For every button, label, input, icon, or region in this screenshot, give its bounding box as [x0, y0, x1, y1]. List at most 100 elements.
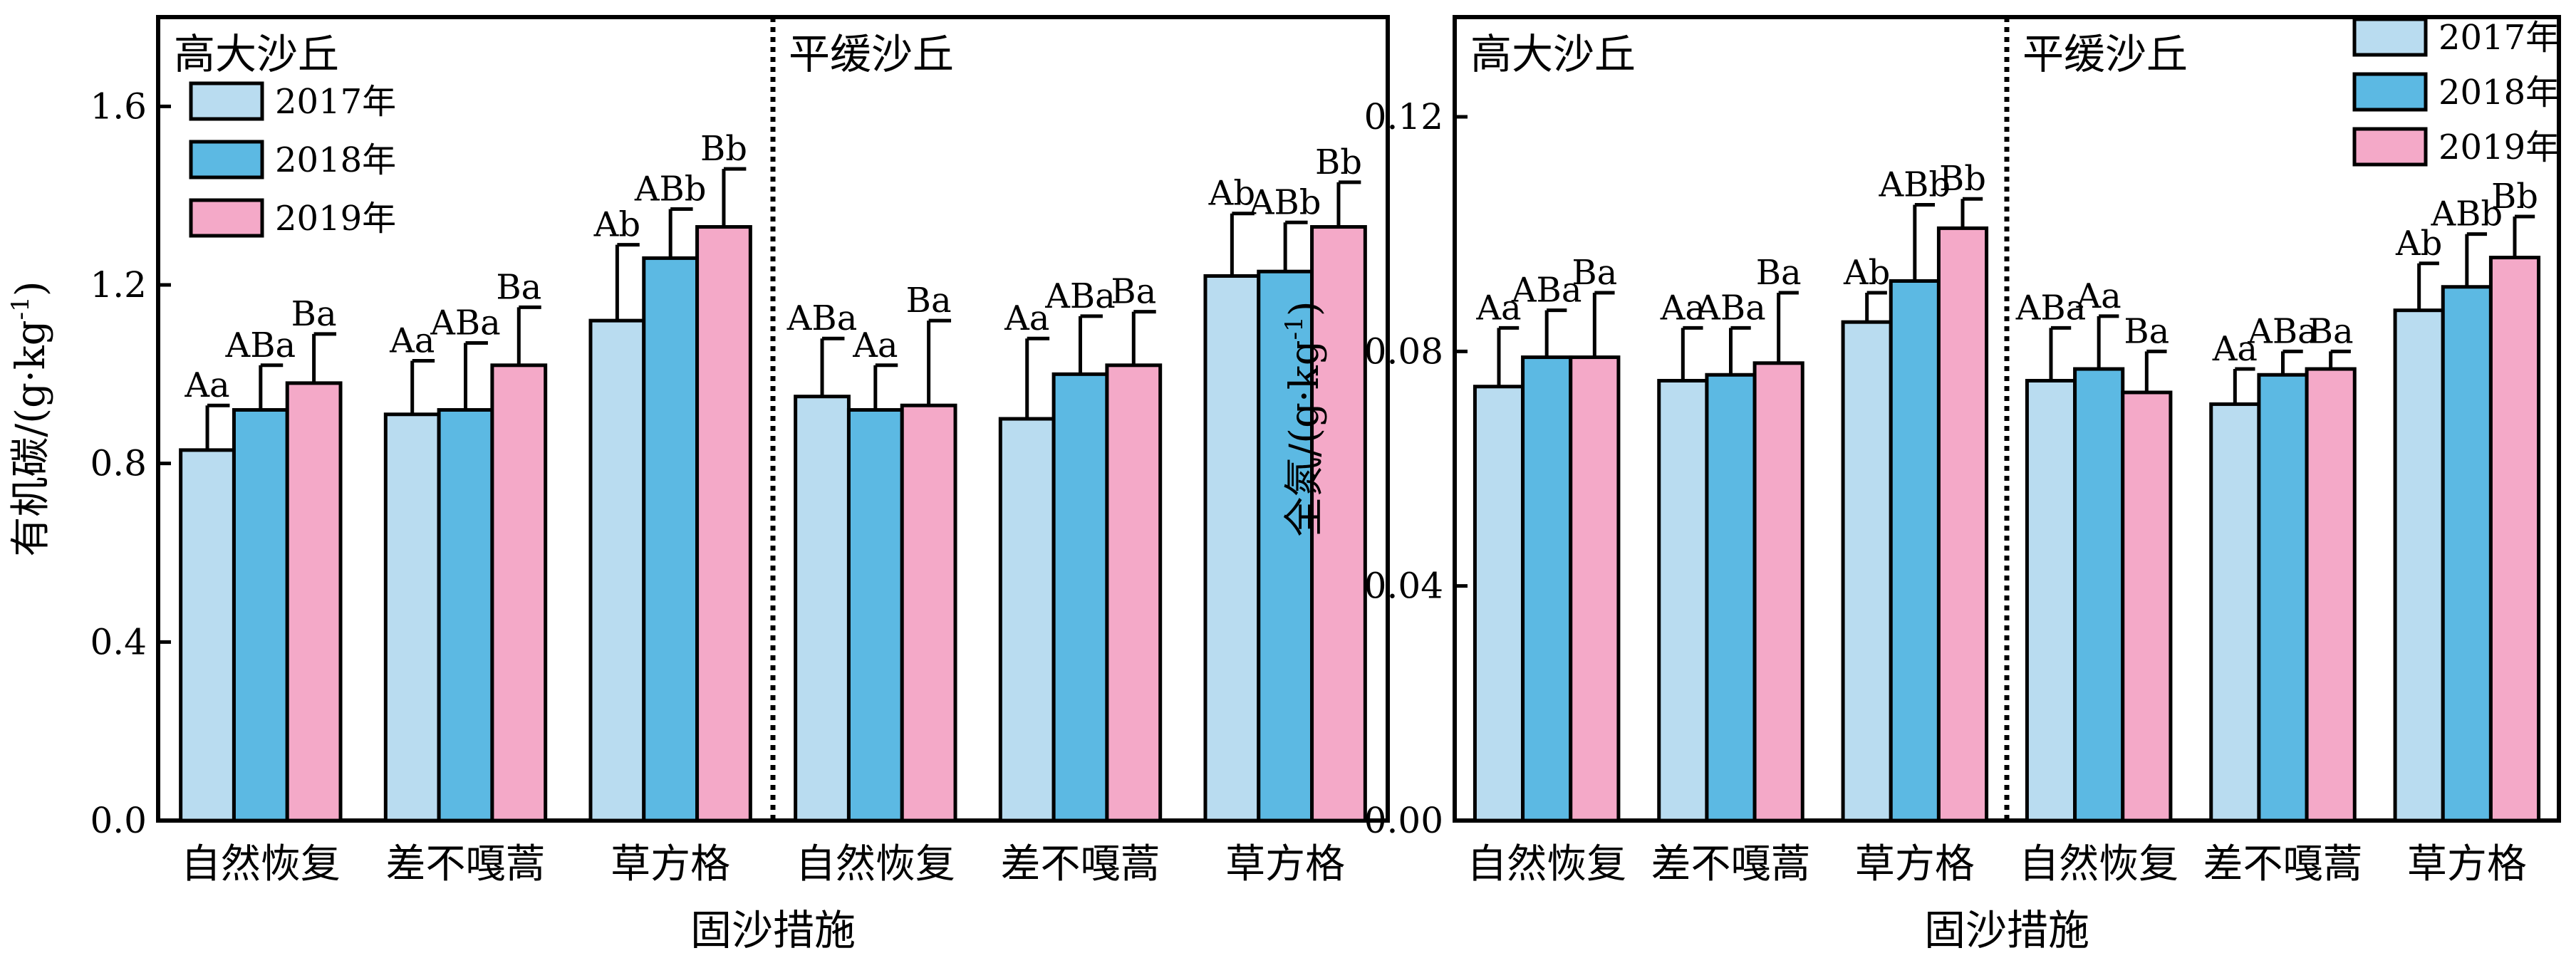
bar: [2305, 367, 2357, 823]
y-tick-label: 0.00: [1364, 800, 1443, 841]
bar: [642, 256, 700, 823]
legend-label: 2019年: [275, 199, 396, 239]
bar: [1051, 372, 1109, 823]
y-tick-label: 0.12: [1364, 96, 1443, 137]
significance-label: ABa: [1695, 288, 1766, 328]
bar: [490, 363, 548, 823]
significance-label: Ba: [291, 294, 337, 334]
significance-label: ABb: [2430, 194, 2503, 234]
bar: [1752, 361, 1804, 823]
y-axis-title-superscript: -1: [6, 296, 35, 320]
bar: [232, 407, 289, 823]
bar: [1841, 320, 1893, 823]
legend-swatch: [189, 81, 264, 121]
significance-label: ABa: [1044, 276, 1116, 316]
y-axis-title-superscript: -1: [1280, 316, 1309, 340]
bar: [179, 448, 236, 823]
bar: [1310, 225, 1367, 823]
legend-swatch: [189, 140, 264, 179]
bar: [1705, 373, 1757, 823]
x-tick-label: 差不嘎蒿: [1651, 841, 1811, 887]
legend-swatch: [2352, 72, 2428, 112]
significance-label: Bb: [1315, 142, 1362, 182]
significance-label: Aa: [1475, 288, 1521, 328]
significance-label: Ab: [593, 205, 640, 245]
bar: [1936, 226, 1989, 823]
bar: [1105, 363, 1163, 823]
bar: [437, 407, 494, 823]
significance-label: Aa: [184, 365, 229, 405]
significance-label: ABa: [786, 298, 858, 338]
bar: [1521, 355, 1573, 823]
x-tick-label: 差不嘎蒿: [386, 841, 546, 887]
y-tick-label: 1.2: [90, 264, 147, 306]
bar: [285, 381, 343, 823]
legend-label: 2018年: [275, 140, 396, 180]
bar: [998, 417, 1056, 823]
bar: [2257, 373, 2309, 823]
y-tick-label: 0.0: [90, 800, 147, 841]
legend-swatch: [2352, 17, 2428, 57]
x-tick-label: 自然恢复: [1467, 841, 1626, 887]
legend-swatch: [189, 198, 264, 238]
group-label-high-dune: 高大沙丘: [174, 30, 339, 78]
bar: [1569, 355, 1621, 823]
significance-label: Ba: [906, 281, 952, 321]
bar: [695, 225, 752, 823]
y-tick-label: 0.8: [90, 443, 147, 484]
significance-label: ABa: [430, 303, 501, 343]
x-tick-label: 草方格: [2407, 841, 2527, 887]
y-tick-label: 0.08: [1364, 330, 1443, 372]
y-axis-title-close: ): [8, 281, 54, 296]
bar: [900, 403, 957, 823]
significance-label: Ba: [2124, 311, 2169, 351]
significance-label: Ab: [1843, 253, 1890, 293]
significance-label: Ba: [1756, 253, 1802, 293]
y-axis-title: 有机碳/(g·kg-1): [6, 281, 54, 556]
significance-label: ABb: [1249, 182, 1321, 222]
significance-label: Ba: [1572, 253, 1617, 293]
significance-label: Ab: [1208, 174, 1255, 214]
significance-label: Bb: [1939, 159, 1986, 199]
bar: [1889, 279, 1941, 823]
bar: [2209, 402, 2261, 823]
x-tick-label: 草方格: [1225, 841, 1345, 887]
bar: [1473, 385, 1525, 823]
legend-label: 2017年: [2439, 18, 2560, 58]
x-tick-label: 自然恢复: [2019, 841, 2178, 887]
legend-label: 2017年: [275, 82, 396, 122]
significance-label: Bb: [2491, 177, 2538, 217]
x-tick-label: 差不嘎蒿: [2203, 841, 2363, 887]
x-tick-label: 差不嘎蒿: [1001, 841, 1160, 887]
bar: [846, 407, 904, 823]
significance-label: Ba: [1111, 272, 1156, 312]
significance-label: ABb: [1878, 165, 1951, 204]
legend-swatch: [2352, 127, 2428, 167]
group-label-gentle-dune: 平缓沙丘: [789, 30, 954, 78]
x-tick-label: 草方格: [611, 841, 730, 887]
bar: [2441, 285, 2493, 823]
bar: [2121, 390, 2173, 823]
significance-label: ABa: [2015, 288, 2087, 328]
group-label-high-dune: 高大沙丘: [1470, 30, 1636, 78]
significance-label: Ba: [2308, 311, 2354, 351]
legend-label: 2019年: [2439, 127, 2560, 167]
significance-label: Aa: [1004, 298, 1049, 338]
significance-label: Aa: [2212, 329, 2258, 369]
bar: [2025, 378, 2077, 823]
bar: [2393, 308, 2445, 823]
significance-label: Aa: [2076, 276, 2121, 316]
bar: [1203, 274, 1261, 823]
significance-label: Ab: [2395, 224, 2442, 264]
y-tick-label: 0.04: [1364, 566, 1443, 607]
significance-label: ABa: [2247, 311, 2318, 351]
bar: [588, 318, 646, 823]
x-axis-title: 固沙措施: [690, 906, 856, 954]
bar: [383, 412, 441, 823]
y-tick-label: 1.6: [90, 85, 147, 127]
significance-label: Bb: [700, 129, 747, 169]
significance-label: ABb: [634, 169, 707, 209]
significance-label: Aa: [1660, 288, 1705, 328]
